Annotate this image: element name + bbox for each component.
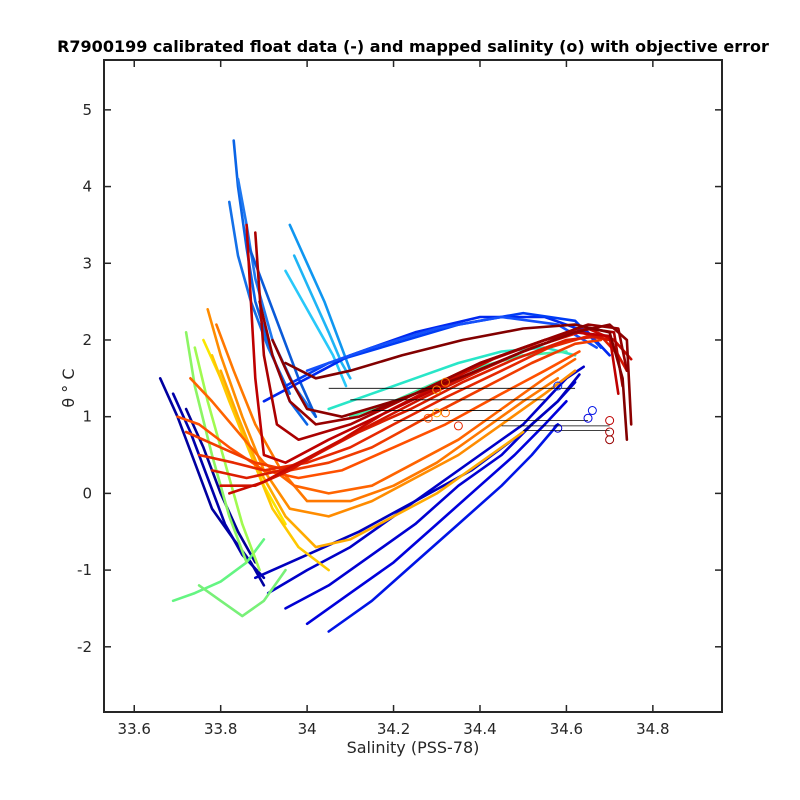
- plot-frame: [103, 59, 723, 713]
- y-tick-label: 2: [82, 331, 92, 349]
- x-tick-label: 33.6: [118, 720, 151, 738]
- x-tick-label: 34.6: [550, 720, 583, 738]
- mapped-salinity-point-8: [583, 413, 593, 423]
- x-tick-label: 34.2: [377, 720, 410, 738]
- mapped-salinity-point-11: [605, 416, 615, 426]
- mapped-salinity-point-3: [432, 408, 442, 418]
- mapped-salinity-point-7: [553, 423, 563, 433]
- y-tick-label: 5: [82, 101, 92, 119]
- y-axis: -2 -1 0 1 2 3 4 5: [77, 101, 722, 656]
- y-tick-label: -2: [77, 638, 92, 656]
- float-profile-18: [305, 315, 599, 373]
- float-profile-31: [176, 350, 581, 480]
- mapped-salinity-point-1: [440, 377, 450, 387]
- float-profile-24: [193, 346, 261, 572]
- x-axis: 33.6 33.8 34 34.2 34.4 34.6 34.8: [118, 60, 670, 738]
- float-profile-22: [197, 568, 287, 618]
- float-profile-32: [184, 338, 603, 472]
- mapped-salinity-point-9: [587, 406, 597, 416]
- y-tick-label: 4: [82, 178, 92, 196]
- chart-title: R7900199 calibrated float data (-) and m…: [57, 37, 769, 56]
- float-profile-33: [197, 334, 611, 472]
- mapped-salinity-point-6: [453, 421, 463, 431]
- mapped-salinity-point-4: [440, 408, 450, 418]
- float-profile-29: [215, 323, 560, 503]
- float-profile-30: [189, 357, 577, 495]
- float-profile-13: [305, 399, 568, 626]
- x-tick-label: 34.8: [636, 720, 669, 738]
- float-profile-15: [254, 373, 581, 580]
- x-tick-label: 34.4: [463, 720, 496, 738]
- float-profile-10: [184, 407, 257, 564]
- x-tick-label: 34: [298, 720, 317, 738]
- mapped-salinity-point-2: [432, 385, 442, 395]
- y-tick-label: -1: [77, 561, 92, 579]
- y-tick-label: 1: [82, 408, 92, 426]
- y-tick-label: 3: [82, 254, 92, 272]
- float-profile-23: [184, 330, 248, 564]
- plot-area: [104, 60, 722, 712]
- x-tick-label: 33.8: [204, 720, 237, 738]
- float-profile-40: [271, 323, 633, 426]
- float-profile-28: [206, 307, 577, 518]
- float-profile-14: [327, 423, 560, 633]
- float-profile-21: [171, 538, 266, 603]
- float-profile-41: [284, 323, 629, 442]
- y-axis-label: θ ° C: [59, 368, 78, 407]
- x-axis-label: Salinity (PSS-78): [347, 738, 480, 757]
- objective-error-layer: [328, 387, 610, 431]
- mapped-salinity-point-10: [553, 381, 563, 391]
- float-profile-5: [288, 223, 352, 373]
- float-profile-7: [284, 269, 348, 388]
- float-profile-34: [210, 334, 620, 480]
- float-profile-6: [292, 254, 352, 380]
- mapped-salinity-point-13: [605, 435, 615, 445]
- mapped-salinity-layer: [423, 377, 615, 445]
- y-tick-label: 0: [82, 484, 92, 502]
- float-profile-37: [245, 223, 620, 465]
- mapped-salinity-point-5: [423, 413, 433, 423]
